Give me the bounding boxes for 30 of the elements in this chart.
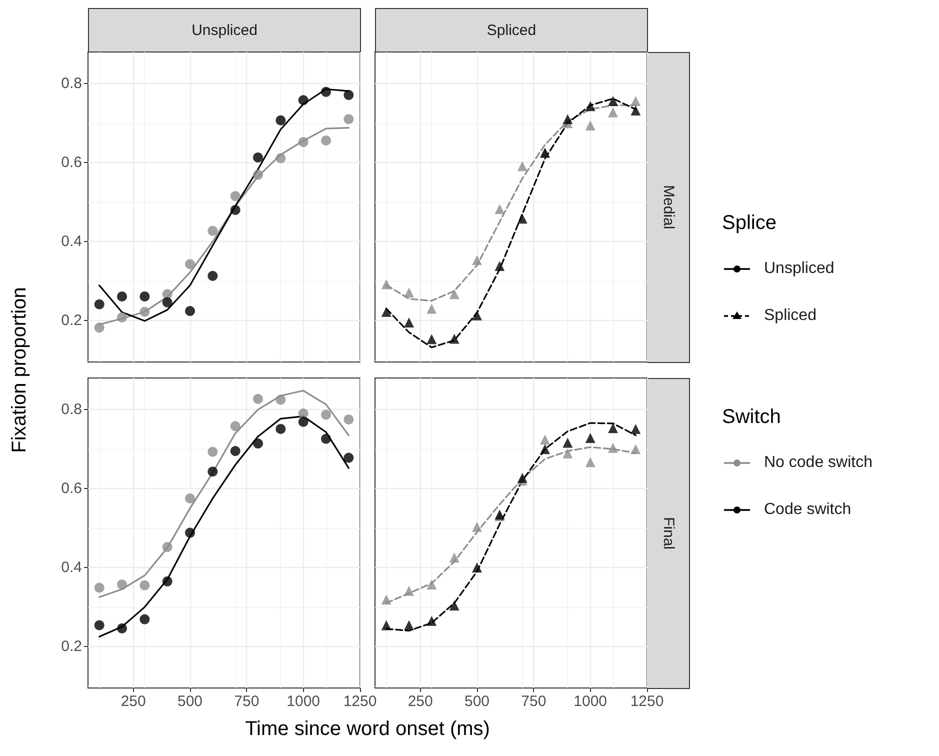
y-tick-label: 0.6 (61, 480, 82, 498)
x-tick-label: 1000 (574, 693, 608, 710)
text: Unspliced (764, 260, 834, 276)
y-tick-label: 0.8 (61, 401, 82, 418)
x-tick-label: 1250 (630, 693, 664, 710)
x-tick-label: 250 (408, 693, 433, 710)
x-tick-label: 250 (120, 693, 146, 710)
y-tick-label: 0.2 (61, 638, 82, 656)
legend-label: Spliced (764, 306, 816, 324)
text: Unspliced (192, 22, 258, 39)
y-tick-label: 0.8 (61, 75, 82, 92)
legend-label: No code switch (764, 454, 872, 472)
x-tick-label: 1000 (286, 693, 320, 710)
x-tick-label: 500 (464, 693, 490, 710)
legend-title: Splice (722, 212, 778, 235)
y-axis-title: Fixation proportion (8, 287, 32, 453)
legend-label: Code switch (764, 500, 852, 518)
text: Medial (660, 185, 677, 230)
y-tick-label: 0.2 (61, 312, 82, 330)
x-tick-label: 500 (177, 693, 203, 710)
y-tick-label: 0.4 (61, 559, 82, 576)
y-tick-label: 0.6 (61, 154, 82, 172)
text: Final (660, 517, 677, 550)
legend-title: Switch (722, 406, 782, 429)
y-tick-label: 0.4 (61, 233, 82, 250)
chart-title: Spliced (486, 22, 536, 39)
x-tick-label: 750 (521, 693, 546, 710)
x-tick-label: 750 (234, 693, 260, 710)
x-axis-title: Time since word onset (ms) (245, 718, 490, 741)
x-tick-label: 1250 (343, 693, 377, 710)
